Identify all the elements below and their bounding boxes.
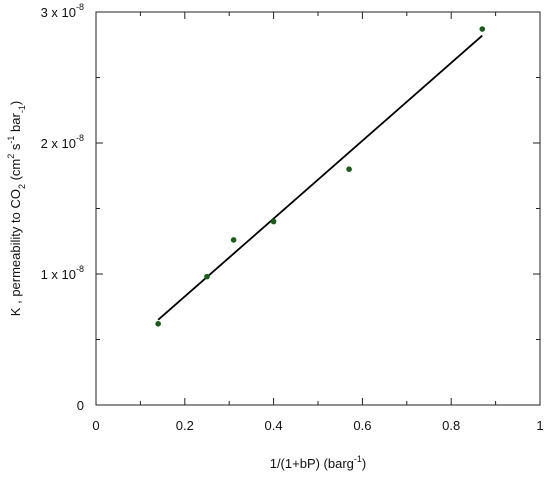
x-tick-label: 0.8 xyxy=(442,418,460,433)
data-point xyxy=(270,218,277,225)
y-axis-title: K , permeability to CO2 (cm2 s-1 bar-1) xyxy=(6,101,27,316)
y-tick-label: 0 xyxy=(77,398,84,413)
y-tick-labels: 0 1 x 10-8 2 x 10-8 3 x 10-8 xyxy=(41,2,84,413)
y-tick-label: 2 x 10-8 xyxy=(41,133,84,151)
data-point xyxy=(230,237,237,243)
x-axis-title: 1/(1+bP) (barg-1) xyxy=(270,454,367,471)
data-point xyxy=(479,26,486,32)
plot-frame xyxy=(95,11,541,406)
y-tick-label: 3 x 10-8 xyxy=(41,2,84,20)
fit-line xyxy=(157,34,483,321)
x-tick-label: 0.4 xyxy=(265,418,283,433)
x-tick-label: 0 xyxy=(92,418,99,433)
data-point xyxy=(155,320,161,327)
x-tick-labels: 0 0.2 0.4 0.6 0.8 1 xyxy=(92,418,543,433)
tick-marks xyxy=(95,11,541,406)
x-tick-label: 1 xyxy=(536,418,543,433)
data-point xyxy=(204,273,210,280)
data-point xyxy=(346,166,352,172)
data-points xyxy=(155,26,486,327)
x-tick-label: 0.6 xyxy=(353,418,371,433)
x-tick-label: 0.2 xyxy=(176,418,194,433)
y-tick-label: 1 x 10-8 xyxy=(41,264,84,282)
